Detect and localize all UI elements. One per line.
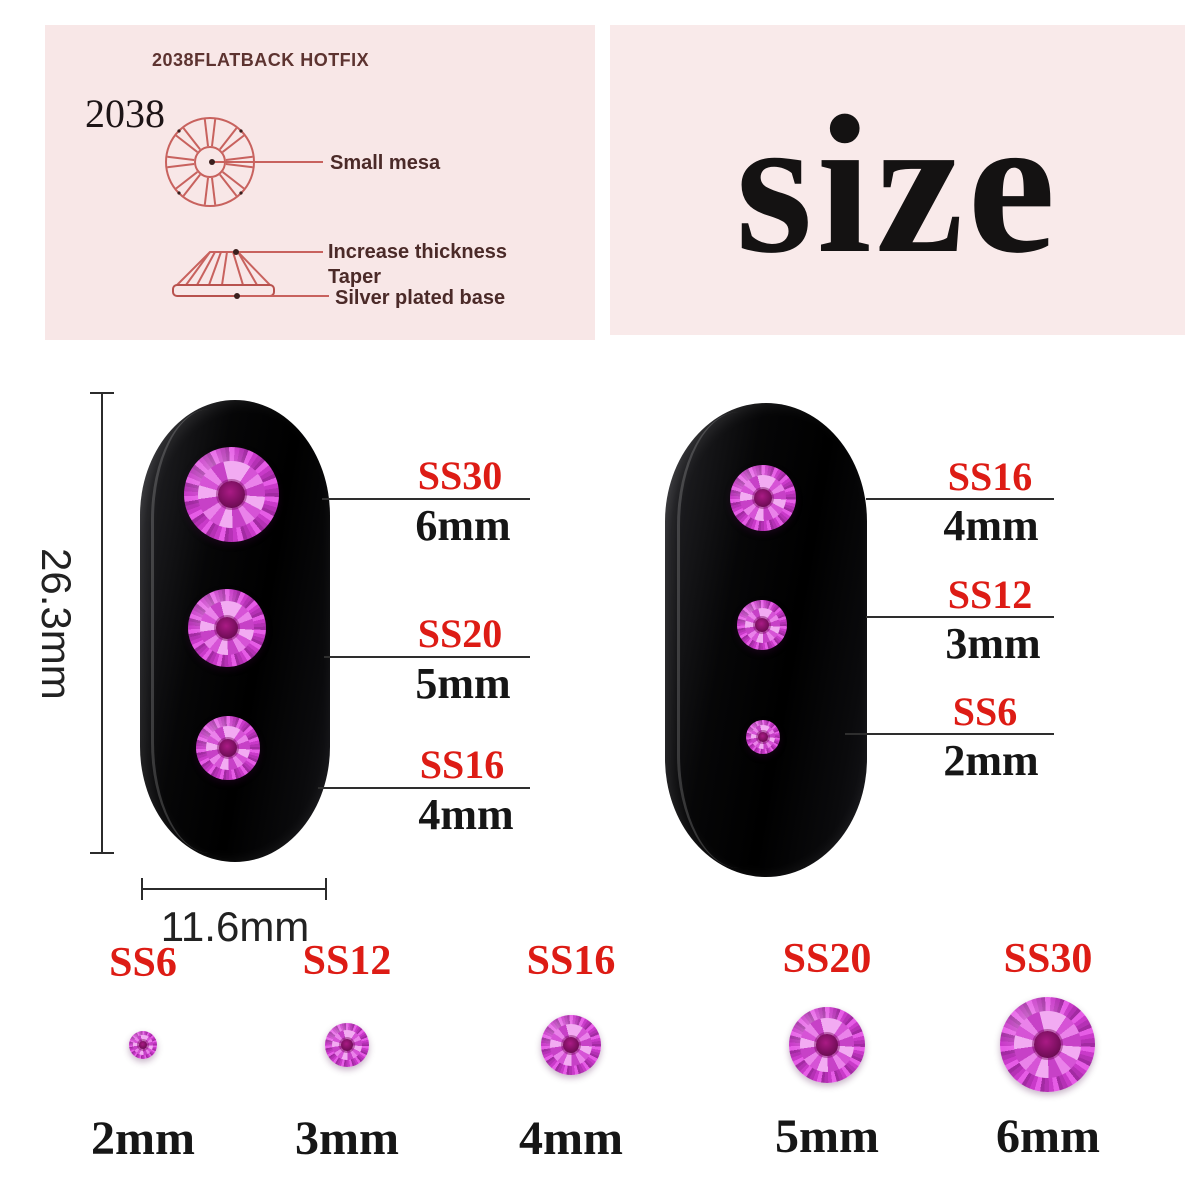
- side-view-dots: [233, 249, 240, 299]
- width-dimension-line: [141, 878, 327, 900]
- rhinestone-gem-ss6: [746, 720, 780, 754]
- nail-height-label: 26.3mm: [33, 548, 80, 700]
- rhinestone-gem-row-ss12: [325, 1023, 369, 1067]
- callout-line: [322, 498, 530, 500]
- rhinestone-gem-ss20: [188, 589, 266, 667]
- callout-code: SS6: [952, 689, 1018, 734]
- rhinestone-gem-row-ss20: [789, 1007, 865, 1083]
- height-dimension-line: [90, 392, 114, 854]
- flatback-diagram: 2038FLATBACK HOTFIX 2038 S: [85, 50, 507, 309]
- size-row-code: SS16: [526, 938, 616, 984]
- nail-right: [665, 403, 867, 877]
- size-row-size: 4mm: [519, 1112, 623, 1165]
- callout-line: [324, 656, 530, 658]
- label-silver-plated-base: Silver plated base: [335, 287, 505, 309]
- spec-panel-title: 2038FLATBACK HOTFIX: [152, 50, 369, 70]
- size-row-size: 2mm: [91, 1112, 195, 1165]
- callout-code: SS16: [419, 742, 505, 787]
- rhinestone-gem-row-ss30: [1000, 997, 1095, 1092]
- callout-code: SS16: [947, 454, 1033, 499]
- callout-code: SS12: [947, 572, 1033, 617]
- callout-line: [845, 733, 1054, 735]
- size-title: size: [735, 75, 1060, 294]
- label-increase-thickness: Increase thickness: [328, 241, 507, 263]
- rhinestone-gem-ss16: [196, 716, 260, 780]
- callout-code: SS30: [417, 453, 503, 498]
- callout-line: [866, 498, 1054, 500]
- nail-width-label: 11.6mm: [160, 903, 310, 950]
- callout-line: [318, 787, 530, 789]
- label-taper: Taper: [328, 266, 381, 288]
- rhinestone-gem-row-ss16: [541, 1015, 601, 1075]
- callout-size: 3mm: [945, 619, 1041, 668]
- size-row-code: SS30: [1003, 936, 1093, 982]
- rhinestone-side-view-icon: [172, 251, 329, 297]
- callout-line: [866, 616, 1054, 618]
- size-row-size: 6mm: [996, 1110, 1100, 1163]
- callout-size: 5mm: [415, 659, 511, 708]
- callout-size: 4mm: [418, 790, 514, 839]
- size-row-size: 3mm: [295, 1112, 399, 1165]
- size-panel: size: [610, 25, 1185, 335]
- rhinestone-gem-row-ss6: [129, 1031, 157, 1059]
- diagram-dots: [177, 129, 243, 195]
- size-row-code: SS20: [782, 936, 872, 982]
- model-number: 2038: [85, 91, 165, 136]
- callout-size: 4mm: [943, 501, 1039, 550]
- size-row-size: 5mm: [775, 1110, 879, 1163]
- size-row-code: SS12: [302, 938, 392, 984]
- rhinestone-gem-ss12: [737, 600, 787, 650]
- callout-size: 2mm: [943, 736, 1039, 785]
- rhinestone-gem-ss30: [184, 447, 279, 542]
- nail-left: [140, 400, 330, 862]
- label-small-mesa: Small mesa: [330, 152, 441, 174]
- callout-size: 6mm: [415, 501, 511, 550]
- spec-panel: 2038FLATBACK HOTFIX 2038 S: [45, 25, 595, 340]
- size-row-code: SS6: [109, 940, 177, 986]
- rhinestone-gem-ss16: [730, 465, 796, 531]
- callout-code: SS20: [417, 611, 503, 656]
- rhinestone-top-view-icon: [165, 117, 323, 207]
